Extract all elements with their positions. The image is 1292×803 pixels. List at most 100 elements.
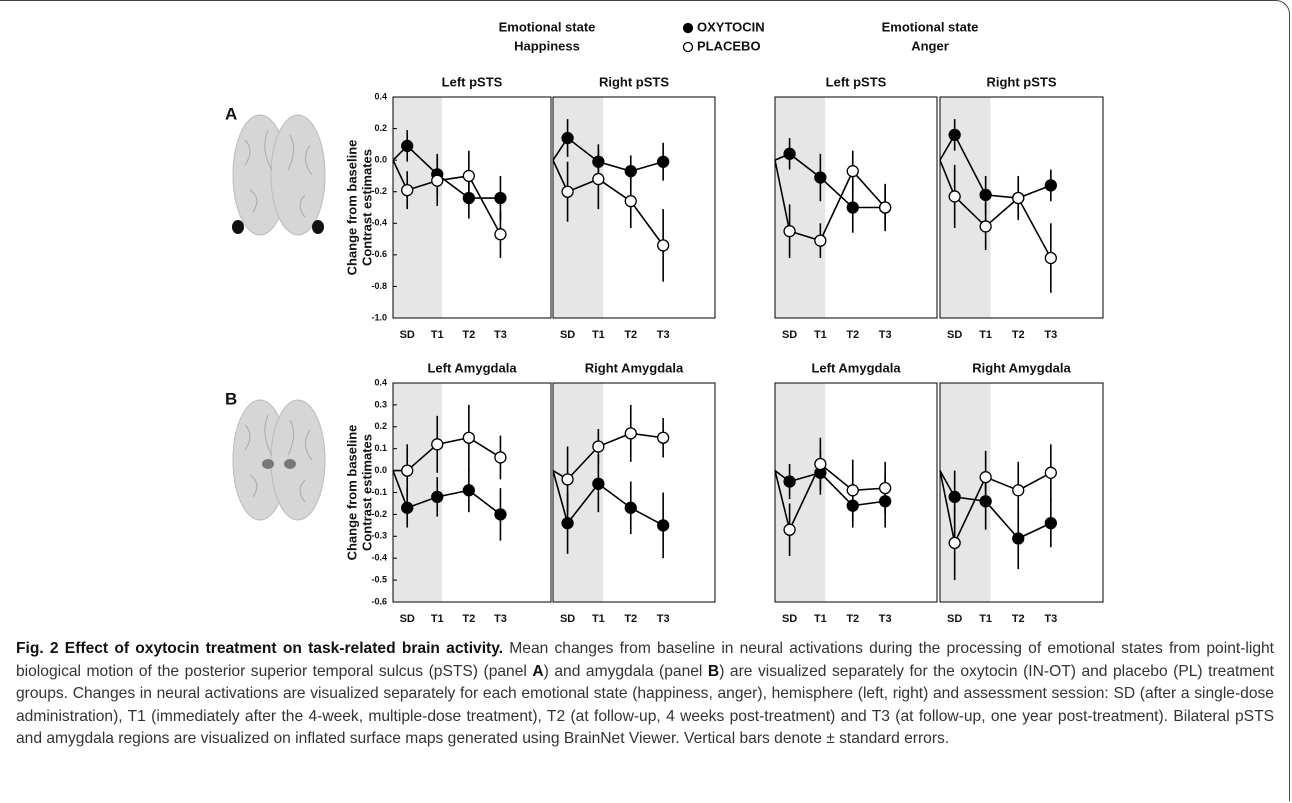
point	[846, 201, 859, 214]
plot-frame	[939, 382, 1104, 603]
point	[657, 519, 670, 532]
y-axis-label: Change from baseline	[344, 425, 359, 561]
point	[624, 501, 637, 514]
point	[879, 495, 892, 508]
panel-label: B	[225, 389, 237, 408]
x-tick-label: T3	[879, 329, 892, 341]
x-tick-label: T3	[657, 329, 670, 341]
point	[783, 475, 796, 488]
y-tick-label: 0.4	[374, 91, 387, 101]
x-tick-label: T3	[494, 329, 507, 341]
point	[462, 484, 475, 497]
y-tick-label: -0.2	[371, 186, 387, 196]
point	[879, 201, 892, 214]
y-tick-label: -0.6	[371, 596, 387, 606]
x-tick-label: T3	[657, 613, 670, 625]
point	[979, 188, 992, 202]
x-tick-label: T2	[624, 329, 637, 341]
x-tick-label: T2	[462, 613, 475, 625]
point	[624, 427, 637, 440]
plot-frame	[774, 96, 938, 319]
point	[657, 431, 670, 444]
point	[814, 234, 827, 247]
point	[979, 495, 992, 508]
point	[1012, 532, 1025, 545]
caption-text: A	[532, 662, 544, 680]
y-tick-label: 0.2	[374, 123, 387, 133]
group-header: Emotional state	[882, 19, 979, 34]
point	[979, 471, 992, 484]
y-axis-label: Contrast estimates	[359, 149, 374, 266]
x-tick-label: SD	[782, 613, 797, 625]
x-tick-label: T3	[879, 613, 892, 625]
point	[401, 183, 414, 197]
point	[592, 172, 605, 186]
x-tick-label: SD	[782, 329, 797, 341]
point	[494, 451, 507, 464]
figure: A B Emotional state Happiness Emotional …	[225, 19, 1104, 625]
plot-frame	[774, 382, 938, 603]
point	[561, 517, 574, 530]
chart-title: Left Amygdala	[811, 360, 901, 375]
point	[1044, 466, 1057, 479]
point	[494, 228, 507, 241]
y-tick-label: -0.1	[371, 487, 387, 497]
group-header: Emotional state	[499, 19, 596, 34]
x-tick-label: SD	[400, 329, 415, 341]
point	[1044, 517, 1057, 530]
point	[657, 155, 670, 168]
x-tick-label: T1	[979, 613, 992, 625]
point	[1012, 191, 1025, 205]
point	[1044, 251, 1057, 265]
point	[592, 155, 605, 168]
x-tick-label: T1	[979, 329, 992, 341]
point	[561, 473, 574, 486]
plot-frame	[552, 382, 716, 603]
point	[561, 131, 574, 145]
point	[948, 490, 961, 504]
y-axis-label: Contrast estimates	[359, 434, 374, 551]
point	[401, 501, 414, 514]
chart-title: Left pSTS	[826, 74, 887, 89]
caption-text: Fig. 2 Effect of oxytocin treatment on t…	[16, 640, 504, 657]
point	[624, 195, 637, 208]
x-tick-label: T2	[1012, 329, 1025, 341]
plot-frame	[392, 96, 552, 319]
caption-text: ) and amygdala (panel	[543, 662, 708, 680]
y-tick-label: -0.8	[371, 281, 387, 291]
x-tick-label: T1	[431, 329, 444, 341]
legend-marker	[682, 41, 694, 53]
x-tick-label: T3	[1044, 329, 1057, 341]
caption-text: ) are visualized separately for the oxyt…	[16, 662, 1274, 748]
point	[431, 174, 444, 187]
y-tick-label: -1.0	[371, 312, 387, 322]
x-tick-label: T2	[624, 613, 637, 625]
x-tick-label: T1	[814, 329, 827, 341]
caption-text: B	[707, 662, 720, 680]
x-tick-label: T1	[592, 329, 605, 341]
chart-title: Left Amygdala	[427, 360, 517, 375]
panel-label: A	[225, 104, 237, 123]
point	[783, 147, 796, 160]
brain-b	[232, 399, 326, 521]
point	[624, 165, 637, 178]
point	[948, 536, 961, 550]
point	[814, 171, 827, 184]
plot-frame	[552, 96, 716, 319]
point	[494, 508, 507, 521]
point	[431, 490, 444, 504]
point	[462, 169, 475, 183]
sd-shade	[553, 383, 604, 602]
brain-a	[232, 114, 326, 236]
point	[846, 499, 859, 512]
point	[462, 431, 475, 444]
y-tick-label: -0.4	[371, 553, 387, 563]
x-tick-label: T1	[431, 613, 444, 625]
x-tick-label: T2	[1012, 613, 1025, 625]
y-tick-label: -0.3	[371, 531, 387, 541]
point	[401, 139, 414, 153]
y-axis-label: Change from baseline	[344, 140, 359, 276]
x-tick-label: T3	[1044, 613, 1057, 625]
group-header: Anger	[911, 38, 949, 53]
